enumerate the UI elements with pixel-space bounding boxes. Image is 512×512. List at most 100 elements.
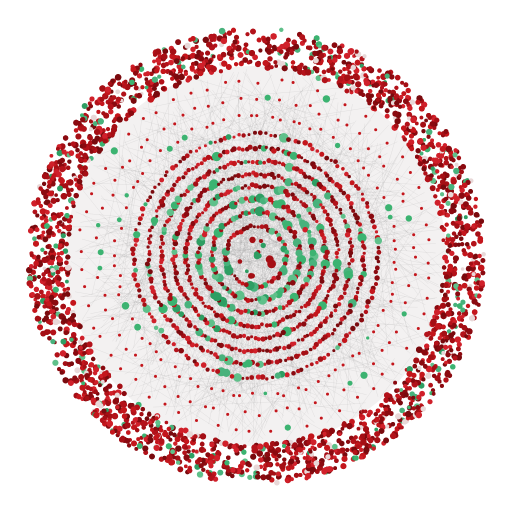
outer-node — [73, 128, 79, 133]
outer-node — [434, 199, 441, 206]
outer-node — [199, 433, 207, 440]
sparse-node — [113, 254, 116, 258]
outer-node — [282, 449, 286, 453]
ring-node — [159, 177, 165, 183]
ring-node — [243, 159, 248, 165]
outer-node — [191, 437, 196, 442]
outer-node — [86, 107, 91, 111]
ring-node — [239, 161, 244, 165]
sparse-node — [285, 406, 289, 410]
outer-node — [449, 250, 455, 256]
outer-node — [69, 187, 74, 192]
sparse-node — [96, 223, 101, 228]
ring-node — [247, 144, 253, 150]
sparse-node — [127, 132, 131, 136]
outer-node — [108, 109, 114, 115]
outer-node — [463, 201, 469, 208]
outer-node — [347, 48, 354, 55]
sparse-node — [408, 171, 412, 174]
ring-node — [286, 344, 292, 350]
outer-node — [57, 228, 62, 233]
outer-node — [275, 471, 281, 477]
ring-node — [335, 255, 339, 259]
outer-node — [46, 228, 53, 235]
outer-node — [359, 447, 364, 452]
outer-node — [308, 55, 314, 61]
outer-node — [128, 110, 135, 116]
sparse-node — [193, 106, 197, 110]
outer-node — [235, 45, 242, 52]
outer-node — [457, 311, 462, 316]
outer-node — [362, 54, 367, 59]
ring-node — [367, 211, 371, 215]
outer-node — [297, 447, 303, 453]
outer-node — [46, 301, 52, 307]
outer-node — [417, 138, 424, 144]
outer-node — [337, 82, 343, 88]
ring-node — [236, 160, 240, 163]
ring-node — [143, 202, 148, 207]
outer-node — [93, 411, 100, 419]
outer-node — [56, 252, 61, 256]
outer-node — [474, 260, 479, 266]
sparse-node — [148, 159, 152, 163]
outer-node — [313, 35, 320, 42]
ring-node — [300, 337, 305, 342]
outer-node — [78, 157, 84, 163]
sparse-node — [181, 113, 185, 117]
outer-node — [47, 260, 53, 266]
ring-node — [376, 245, 381, 250]
outer-node — [445, 296, 449, 301]
outer-node — [66, 192, 72, 197]
outer-node — [55, 269, 61, 275]
outer-node — [375, 408, 381, 414]
sparse-node — [292, 120, 296, 124]
ring-node — [202, 157, 208, 162]
outer-node — [327, 55, 332, 60]
outer-node — [42, 304, 47, 309]
outer-node — [61, 149, 67, 155]
outer-node — [64, 241, 69, 247]
outer-node — [150, 427, 155, 432]
ring-node — [173, 275, 178, 280]
ring-node — [146, 257, 152, 263]
outer-node — [415, 411, 422, 419]
outer-node — [237, 52, 244, 58]
outer-node — [139, 412, 144, 417]
outer-node — [460, 242, 465, 247]
outer-node — [207, 471, 212, 477]
ring-node — [192, 359, 197, 364]
outer-node — [124, 422, 131, 429]
outer-node — [331, 42, 338, 48]
ring-node — [132, 262, 137, 266]
outer-node — [64, 330, 69, 335]
outer-node — [321, 77, 328, 84]
outer-node — [67, 179, 74, 186]
outer-node — [466, 195, 472, 201]
sparse-node — [79, 250, 83, 254]
outer-node — [454, 162, 459, 167]
sparse-node — [251, 391, 254, 395]
sparse-node — [374, 128, 378, 132]
ring-node — [345, 194, 351, 200]
ring-node — [147, 250, 152, 254]
outer-node — [117, 383, 123, 389]
outer-node — [342, 67, 347, 72]
sparse-node — [113, 239, 117, 243]
sparse-node — [237, 79, 241, 83]
outer-node — [428, 177, 433, 181]
outer-node — [137, 73, 142, 79]
outer-node — [62, 361, 68, 366]
outer-node — [43, 194, 49, 200]
ring-node — [341, 167, 345, 171]
nodes — [26, 27, 486, 486]
sparse-node — [276, 392, 280, 396]
sparse-node — [336, 118, 340, 122]
ring-node — [159, 302, 164, 308]
ring-node — [365, 299, 371, 305]
outer-node — [432, 373, 437, 378]
outer-node — [87, 348, 94, 355]
outer-node — [437, 379, 442, 384]
outer-node — [66, 286, 70, 291]
outer-node — [353, 435, 358, 440]
